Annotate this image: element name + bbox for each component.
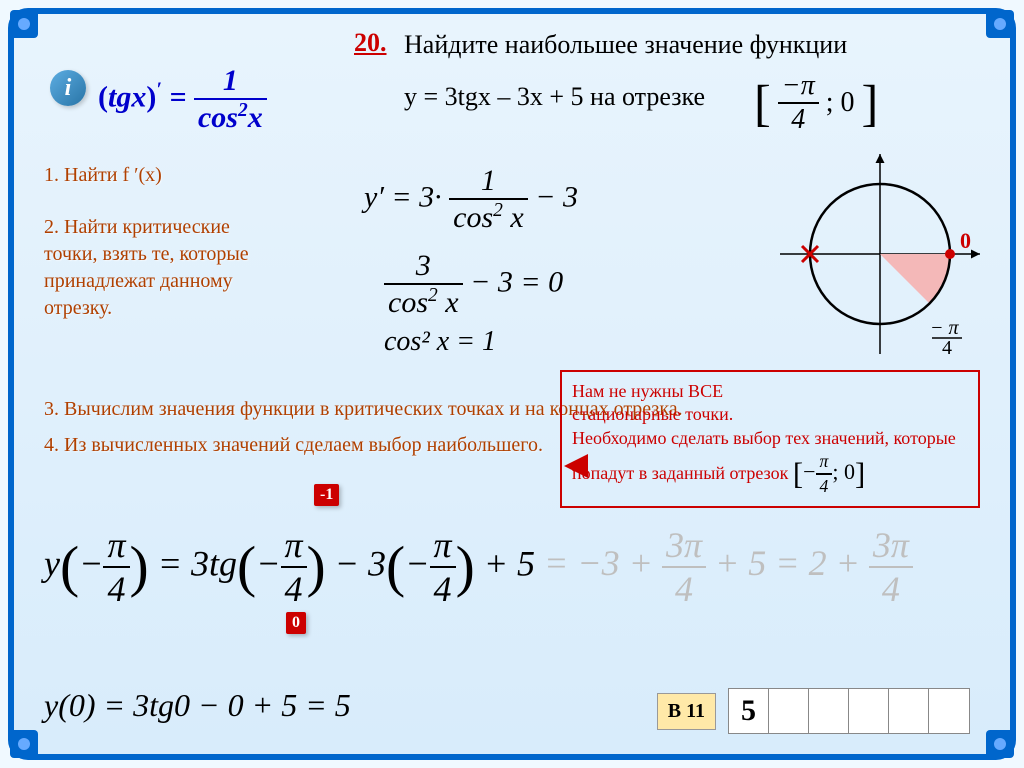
task-line2: y = 3tgx – 3x + 5 на отрезке — [404, 82, 705, 112]
d2-num: 3 — [384, 249, 463, 285]
d1-tail: − 3 — [535, 180, 578, 213]
answer-cell — [929, 689, 969, 733]
note-line3: Необходимо сделать выбор тех значений, к… — [572, 427, 968, 498]
note-line3-text: Необходимо сделать выбор тех значений, к… — [572, 428, 956, 483]
answer-cell — [769, 689, 809, 733]
slide-frame: 20. Найдите наибольшее значение функции … — [8, 8, 1016, 760]
note-box: Нам не нужны ВСЕ стационарные точки. Нео… — [560, 370, 980, 508]
problem-number: 20. — [354, 28, 387, 58]
badge-zero: 0 — [286, 612, 306, 634]
formula-eq: = — [169, 80, 186, 113]
answer-cells: 5 — [728, 688, 970, 734]
note-line2: стационарные точки. — [572, 403, 968, 426]
task-function: y = 3tgx – 3x + 5 на отрезке — [404, 82, 705, 111]
derivation-3: cos² x = 1 — [384, 326, 496, 358]
info-logo: i — [50, 70, 90, 110]
answer-cell: 5 — [729, 689, 769, 733]
calc-y-neg-pi4: y(−π4) = 3tg(−π4) − 3(−π4) + 5 = −3 + 3π… — [44, 524, 913, 610]
answer-cell — [889, 689, 929, 733]
corner-decoration — [986, 730, 1014, 758]
corner-decoration — [986, 10, 1014, 38]
corner-decoration — [10, 730, 38, 758]
shaded-sector — [880, 254, 950, 304]
neg-pi4-label: − π — [930, 317, 960, 339]
answer-row: В 11 5 — [657, 688, 970, 734]
note-interval: [−π4; 0] — [793, 450, 865, 498]
badge-neg1: -1 — [314, 484, 339, 506]
answer-cell — [849, 689, 889, 733]
step-1: 1. Найти f ′(x) — [44, 164, 162, 187]
point-zero — [945, 249, 955, 259]
faded-calc: = −3 + 3π4 + 5 = 2 + 3π4 — [544, 543, 913, 583]
calc-y-zero: y(0) = 3tg0 − 0 + 5 = 5 — [44, 687, 351, 724]
d2-tail: − 3 = 0 — [470, 265, 563, 298]
d1-num: 1 — [449, 164, 528, 200]
d2-den: cos2 x — [384, 285, 463, 320]
step-4: 4. Из вычисленных значений сделаем выбор… — [44, 434, 543, 457]
note-line1: Нам не нужны ВСЕ — [572, 380, 968, 403]
unit-circle-diagram: 0 − π 4 — [780, 154, 980, 354]
zero-label: 0 — [960, 228, 971, 253]
answer-label: В 11 — [657, 693, 716, 730]
step-2: 2. Найти критические точки, взять те, ко… — [44, 214, 264, 322]
derivation-2: 3 cos2 x − 3 = 0 — [384, 249, 563, 320]
neg-pi4-den: 4 — [942, 337, 952, 354]
formula-num: 1 — [194, 64, 267, 100]
corner-decoration — [10, 10, 38, 38]
derivation-1: y′ = 3· 1 cos2 x − 3 — [364, 164, 578, 235]
derivative-formula: (tgx)′ = 1 cos2x — [98, 64, 267, 135]
task-interval: [ −π4 ; 0 ] — [754, 70, 878, 136]
task-line1: Найдите наибольшее значение функции — [404, 30, 847, 60]
d1-den: cos2 x — [449, 200, 528, 235]
answer-cell — [809, 689, 849, 733]
formula-den: cos2x — [194, 100, 267, 135]
